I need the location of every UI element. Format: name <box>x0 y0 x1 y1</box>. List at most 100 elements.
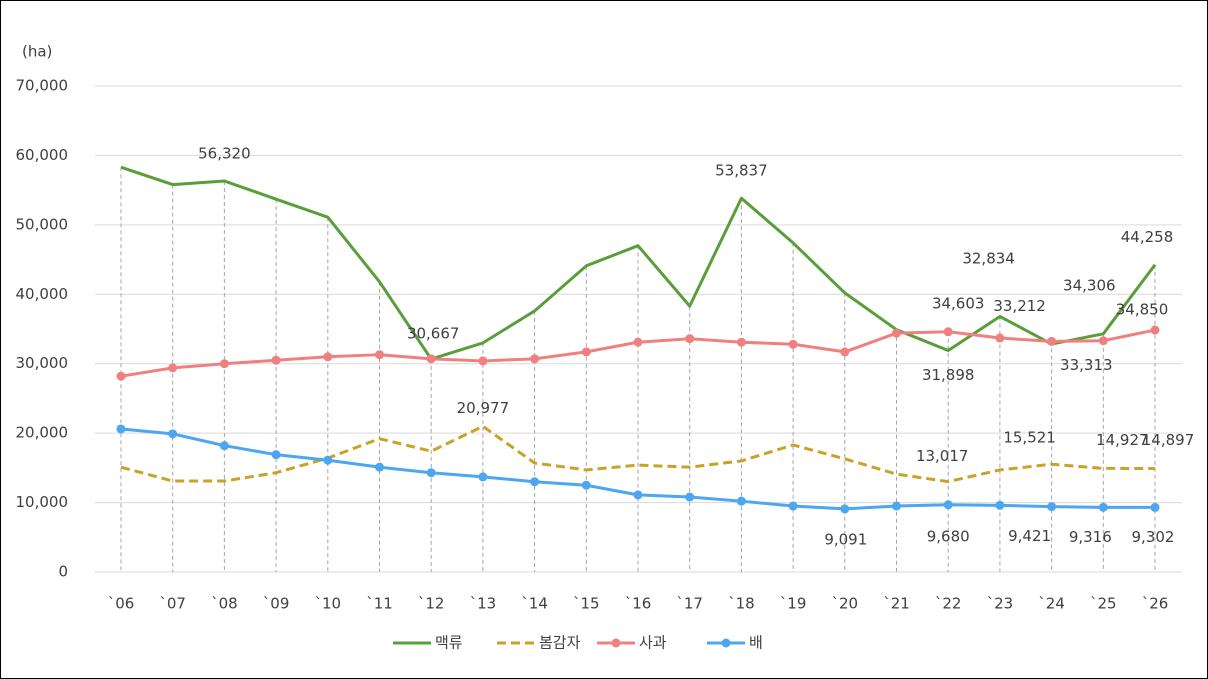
x-tick-label: `06 <box>108 595 135 613</box>
x-tick-label: `10 <box>315 595 342 613</box>
y-tick-label: 50,000 <box>16 215 69 233</box>
point <box>995 333 1005 343</box>
legend-label: 봄감자 <box>539 634 581 652</box>
x-tick-label: `08 <box>211 595 238 613</box>
point <box>271 450 281 460</box>
x-tick-label: `13 <box>470 595 497 613</box>
point <box>530 477 540 487</box>
point <box>1047 502 1057 512</box>
point <box>323 455 333 465</box>
legend-label: 맥류 <box>435 634 463 652</box>
y-axis-label: (ha) <box>22 43 52 61</box>
point <box>168 363 178 373</box>
point <box>840 504 850 514</box>
point <box>788 339 798 349</box>
point <box>478 472 488 482</box>
x-tick-label: `25 <box>1090 595 1117 613</box>
data-label: 20,977 <box>457 399 510 417</box>
point <box>788 501 798 511</box>
point <box>530 354 540 364</box>
y-tick-label: 0 <box>58 563 68 581</box>
legend-label: 사과 <box>639 634 667 652</box>
data-label: 34,306 <box>1063 276 1116 294</box>
data-label: 30,667 <box>407 325 460 343</box>
point <box>1047 336 1057 346</box>
point <box>1098 502 1108 512</box>
data-label: 34,850 <box>1116 301 1169 319</box>
x-tick-label: `22 <box>935 595 962 613</box>
point <box>375 350 384 360</box>
point <box>943 327 953 337</box>
data-label: 9,091 <box>824 530 867 548</box>
x-tick-label: `24 <box>1038 595 1065 613</box>
data-label: 15,521 <box>1003 429 1056 447</box>
point <box>581 480 591 490</box>
point <box>995 500 1005 510</box>
point <box>219 441 229 451</box>
x-tick-label: `17 <box>676 595 703 613</box>
point <box>685 492 695 502</box>
legend-label: 배 <box>749 634 763 652</box>
point <box>736 496 746 506</box>
point <box>840 347 850 357</box>
point <box>892 328 901 338</box>
data-label: 32,834 <box>962 250 1015 268</box>
point <box>736 337 746 347</box>
series-line <box>120 424 1156 484</box>
point <box>1150 502 1160 512</box>
x-tick-label: `09 <box>263 595 290 613</box>
point <box>426 354 436 364</box>
point <box>219 359 229 369</box>
y-tick-label: 70,000 <box>16 77 69 95</box>
point <box>633 490 643 500</box>
x-tick-label: `11 <box>366 595 393 613</box>
point <box>943 500 953 510</box>
y-tick-label: 20,000 <box>16 424 69 442</box>
y-tick-label: 40,000 <box>16 285 69 303</box>
data-label: 44,258 <box>1121 228 1174 246</box>
point <box>168 429 178 439</box>
x-tick-label: `07 <box>159 595 186 613</box>
point <box>581 347 591 357</box>
point <box>323 352 333 362</box>
data-label: 56,320 <box>198 144 251 162</box>
point <box>271 355 281 365</box>
x-tick-label: `19 <box>780 595 807 613</box>
data-label: 53,837 <box>715 162 768 180</box>
point <box>685 334 695 344</box>
point <box>892 501 901 511</box>
y-tick-label: 60,000 <box>16 146 69 164</box>
legend-marker <box>721 638 731 648</box>
y-tick-label: 30,000 <box>16 354 69 372</box>
x-tick-label: `14 <box>521 595 548 613</box>
point <box>426 468 436 478</box>
data-label: 33,313 <box>1060 356 1113 374</box>
data-label: 13,017 <box>916 447 969 465</box>
data-label: 14,897 <box>1142 431 1195 449</box>
x-tick-label: `15 <box>573 595 600 613</box>
x-tick-label: `16 <box>625 595 652 613</box>
point <box>375 462 384 472</box>
data-label: 31,898 <box>922 366 975 384</box>
point <box>116 371 126 381</box>
point <box>1150 325 1160 335</box>
data-label: 9,302 <box>1132 528 1175 546</box>
x-tick-label: `23 <box>987 595 1014 613</box>
y-tick-label: 10,000 <box>16 493 69 511</box>
x-tick-label: `18 <box>728 595 755 613</box>
point <box>633 337 643 347</box>
data-label: 9,680 <box>927 527 970 545</box>
legend-marker <box>611 638 621 648</box>
x-tick-label: `26 <box>1142 595 1169 613</box>
x-tick-label: `20 <box>832 595 859 613</box>
series-line <box>120 165 1157 361</box>
point <box>116 424 126 434</box>
point <box>478 356 488 366</box>
data-label: 34,603 <box>932 294 985 312</box>
data-label: 9,316 <box>1069 528 1112 546</box>
x-tick-label: `12 <box>418 595 445 613</box>
data-label: 9,421 <box>1008 527 1051 545</box>
x-tick-label: `21 <box>883 595 910 613</box>
data-label: 14,927 <box>1096 431 1149 449</box>
